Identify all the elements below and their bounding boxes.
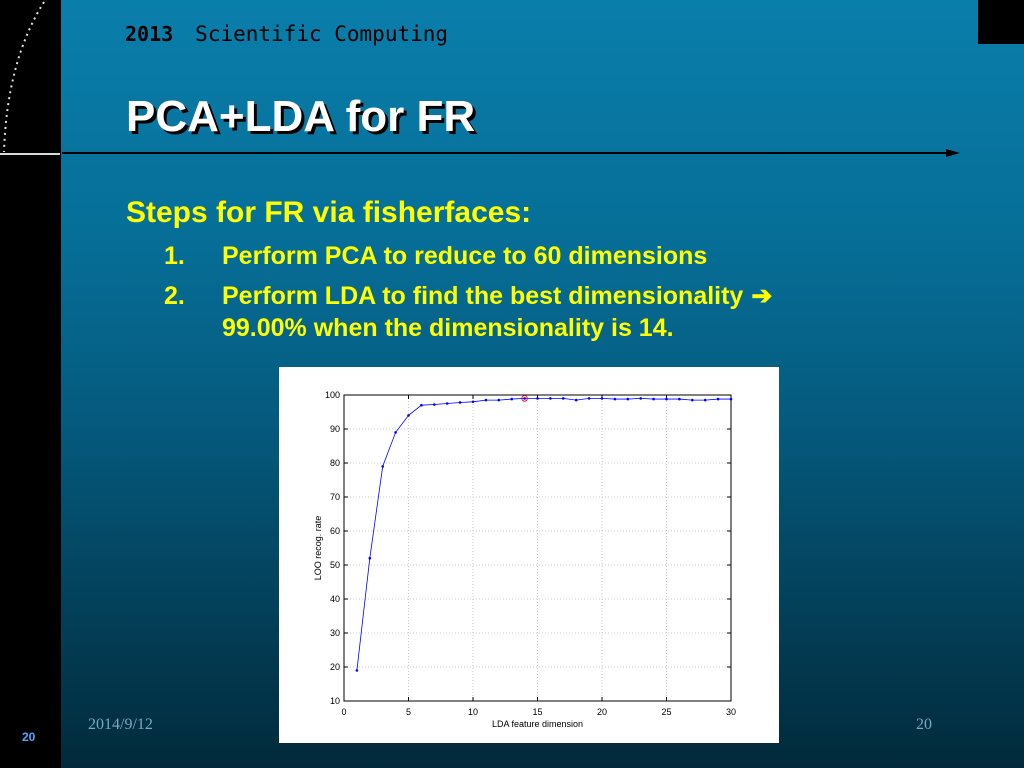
footer-page-number: 20 bbox=[916, 716, 932, 733]
corner-square-decoration bbox=[978, 0, 1024, 44]
x-tick-label: 20 bbox=[597, 707, 607, 717]
y-tick-label: 50 bbox=[330, 560, 340, 570]
y-tick-label: 60 bbox=[330, 526, 340, 536]
slide-title: PCA+LDA for FR bbox=[126, 92, 476, 141]
data-point bbox=[639, 397, 642, 400]
data-point bbox=[536, 397, 539, 400]
x-tick-label: 5 bbox=[406, 707, 411, 717]
right-arrow-icon: ➔ bbox=[751, 282, 773, 310]
data-point bbox=[445, 402, 449, 405]
step-text-part2: 99.00% when the dimensionality is 14. bbox=[222, 314, 674, 342]
data-point bbox=[381, 465, 384, 468]
y-tick-label: 80 bbox=[330, 458, 340, 468]
data-point bbox=[549, 397, 552, 400]
chart-figure: 0 5 10 15 20 25 30 10 20 30 40 50 60 70 80 90 100 LDA fea… bbox=[279, 367, 779, 743]
recognition-rate-chart: 0 5 10 15 20 25 30 10 20 30 40 50 60 70 80 90 100 LDA fea… bbox=[313, 390, 736, 729]
data-point bbox=[665, 397, 668, 401]
data-point bbox=[678, 397, 681, 401]
data-point bbox=[471, 400, 475, 404]
left-horizontal-rule bbox=[0, 153, 60, 155]
data-point bbox=[497, 398, 501, 402]
course-year: 2013 bbox=[125, 22, 174, 46]
left-sidebar-panel bbox=[0, 0, 61, 768]
list-item: 1. Perform PCA to reduce to 60 dimension… bbox=[164, 240, 986, 272]
data-point bbox=[484, 398, 488, 402]
data-point bbox=[729, 397, 733, 401]
slide-content: Steps for FR via fisherfaces: 1. Perform… bbox=[126, 196, 986, 352]
data-point bbox=[587, 397, 591, 400]
y-tick-label: 70 bbox=[330, 492, 340, 502]
steps-list: 1. Perform PCA to reduce to 60 dimension… bbox=[126, 240, 986, 344]
step-text: Perform LDA to find the best dimensional… bbox=[222, 280, 962, 344]
x-tick-label: 15 bbox=[532, 707, 542, 717]
footer-date: 2014/9/12 bbox=[88, 716, 153, 733]
data-point bbox=[394, 431, 397, 434]
data-point bbox=[626, 397, 630, 401]
dotted-curve-decoration bbox=[3, 1, 45, 153]
data-point bbox=[433, 403, 436, 406]
x-axis-label: LDA feature dimension bbox=[492, 719, 583, 729]
data-point bbox=[613, 397, 617, 401]
corner-page-number: 20 bbox=[22, 730, 36, 744]
data-point bbox=[510, 397, 513, 401]
y-tick-label: 40 bbox=[330, 594, 340, 604]
data-point bbox=[458, 401, 462, 404]
step-text-part1: Perform LDA to find the best dimensional… bbox=[222, 282, 744, 310]
data-point bbox=[355, 669, 359, 672]
y-tick-label: 30 bbox=[330, 628, 340, 638]
data-point bbox=[368, 556, 372, 560]
data-point bbox=[703, 398, 707, 402]
x-tick-label: 10 bbox=[468, 707, 478, 717]
data-point bbox=[523, 397, 526, 400]
data-point bbox=[407, 414, 410, 417]
step-number: 2. bbox=[164, 282, 185, 310]
step-text: Perform PCA to reduce to 60 dimensions bbox=[222, 242, 708, 270]
x-tick-label: 0 bbox=[341, 707, 346, 717]
list-item: 2. Perform LDA to find the best dimensio… bbox=[164, 280, 986, 344]
data-point bbox=[420, 403, 423, 407]
data-point bbox=[574, 398, 578, 402]
y-tick-label: 10 bbox=[330, 696, 340, 706]
data-point bbox=[600, 397, 604, 400]
data-point bbox=[691, 398, 694, 402]
data-point bbox=[716, 397, 720, 401]
y-tick-label: 90 bbox=[330, 424, 340, 434]
left-vertical-rule bbox=[59, 0, 61, 768]
course-header: 2013 Scientific Computing bbox=[125, 22, 448, 46]
course-name: Scientific Computing bbox=[195, 22, 449, 46]
y-tick-label: 100 bbox=[325, 390, 340, 400]
y-axis-label: LOO recog. rate bbox=[313, 516, 323, 581]
y-tick-label: 20 bbox=[330, 662, 340, 672]
step-number: 1. bbox=[164, 242, 185, 270]
data-point bbox=[562, 397, 565, 400]
title-underline-arrow bbox=[62, 149, 960, 157]
series-line bbox=[356, 397, 731, 671]
x-tick-label: 25 bbox=[661, 707, 671, 717]
x-tick-label: 30 bbox=[726, 707, 736, 717]
steps-heading: Steps for FR via fisherfaces: bbox=[126, 196, 532, 229]
data-point bbox=[652, 397, 655, 401]
best-point-marker bbox=[521, 395, 528, 402]
